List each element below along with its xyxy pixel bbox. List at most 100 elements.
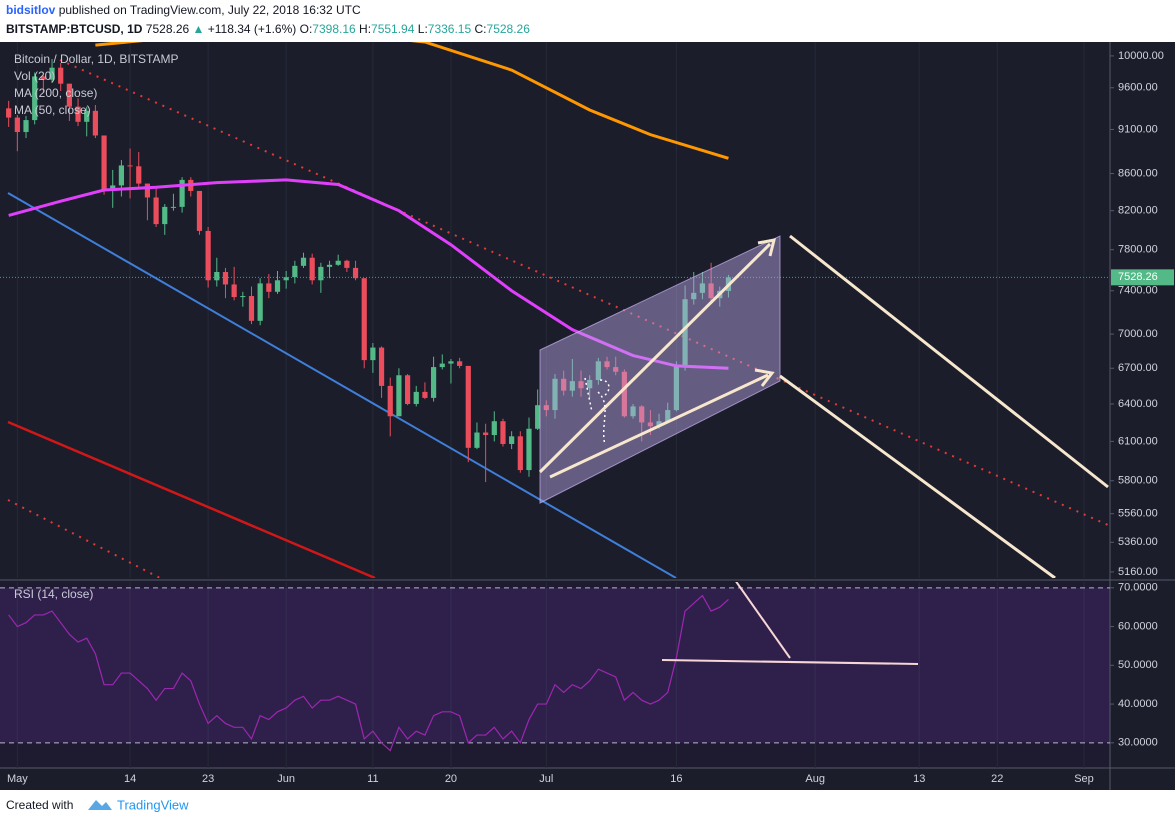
- candle-body: [6, 108, 12, 118]
- chart-title: Bitcoin / Dollar, 1D, BITSTAMP: [14, 52, 179, 66]
- candle-body: [266, 283, 272, 292]
- candle-body: [179, 179, 185, 207]
- candle-body: [474, 432, 480, 448]
- candle-body: [517, 436, 523, 471]
- projection-line: [789, 234, 1109, 489]
- candle-body: [465, 365, 471, 448]
- candle-body: [231, 284, 237, 298]
- candle-body: [552, 378, 558, 411]
- x-tick-label: 23: [202, 773, 214, 785]
- legend-ma200: MA (200, close): [14, 86, 97, 100]
- y-tick-label: 5800.00: [1118, 475, 1158, 487]
- y-tick-label: 6700.00: [1118, 362, 1158, 374]
- drawings-over: [538, 234, 1109, 578]
- candle-body: [222, 272, 229, 285]
- logo: [88, 800, 112, 810]
- y-tick-label: 9100.00: [1118, 123, 1158, 135]
- open-label: O:: [300, 22, 313, 36]
- y-tick-label: 5360.00: [1118, 536, 1158, 548]
- published: published on TradingView.com, July 22, 2…: [59, 3, 361, 17]
- rsi-title: RSI (14, close): [14, 587, 93, 601]
- footer-background: [0, 790, 1175, 824]
- candle-body: [75, 106, 81, 122]
- candle-body: [32, 76, 38, 121]
- x-tick-label: 20: [445, 773, 457, 785]
- candle-body: [483, 432, 489, 436]
- candle-body: [587, 379, 593, 389]
- grid: [16, 42, 1085, 768]
- projection-line: [779, 374, 1056, 578]
- arrow-head: [757, 238, 777, 257]
- x-tick-label: 11: [367, 773, 378, 785]
- x-tick-label: Sep: [1074, 773, 1094, 785]
- arrow: [538, 242, 772, 474]
- x-tick-label: Jul: [539, 773, 553, 785]
- candle-body: [422, 391, 428, 398]
- candle-body: [665, 410, 671, 422]
- candle-body: [84, 110, 90, 122]
- candle-body: [673, 365, 680, 411]
- candle-body: [613, 367, 619, 372]
- candle-body: [396, 375, 402, 417]
- last-price: 7528.26: [146, 22, 190, 36]
- y-tick-label: 9600.00: [1118, 82, 1158, 94]
- trend-line: [7, 420, 376, 578]
- last-price-label: 7528.26: [1118, 271, 1158, 283]
- candle-body: [561, 378, 567, 391]
- x-tick-label: May: [7, 773, 28, 785]
- rsi-tick-label: 70.0000: [1118, 582, 1158, 594]
- y-tick-label: 7000.00: [1118, 328, 1158, 340]
- candle-body: [309, 257, 315, 281]
- candle-body: [318, 266, 324, 281]
- author: bidsitlov: [6, 3, 56, 17]
- candle-body: [136, 166, 142, 184]
- y-tick-label: 6100.00: [1118, 435, 1158, 447]
- candle-body: [196, 190, 203, 231]
- legend-ma50: MA (50, close): [14, 103, 91, 117]
- candle-body: [23, 120, 29, 133]
- candle-body: [110, 185, 116, 190]
- low-value: 7336.15: [428, 22, 472, 36]
- candle-body: [639, 406, 645, 423]
- candle-body: [40, 76, 46, 80]
- candle-body: [14, 117, 20, 133]
- symbol-line: BITSTAMP:BTCUSD, 1D 7528.26 ▲ +118.34 (+…: [6, 22, 530, 36]
- candle-body: [257, 283, 263, 321]
- rsi-tick-label: 40.0000: [1118, 698, 1158, 710]
- candle-body: [66, 83, 72, 107]
- candle-body: [430, 367, 437, 398]
- change: +118.34 (+1.6%): [208, 22, 297, 36]
- candle-body: [500, 421, 506, 444]
- channel: [539, 235, 781, 504]
- candle-body: [344, 260, 350, 268]
- candle-body: [578, 381, 584, 389]
- candle-body: [92, 110, 98, 136]
- candle-body: [352, 267, 359, 279]
- y-tick-label: 5560.00: [1118, 508, 1158, 520]
- candle-body: [457, 361, 463, 366]
- candle-body: [569, 381, 575, 391]
- footer-brand[interactable]: TradingView: [117, 797, 189, 812]
- symbol: BITSTAMP:BTCUSD, 1D: [6, 22, 143, 36]
- y-tick-label: 5160.00: [1118, 566, 1158, 578]
- high-value: 7551.94: [371, 22, 415, 36]
- candle-body: [509, 436, 515, 444]
- candle-body: [708, 283, 714, 299]
- candle-body: [292, 265, 298, 278]
- low-label: L:: [418, 22, 428, 36]
- candle-body: [378, 347, 385, 386]
- candle-body: [58, 67, 64, 84]
- candle-body: [144, 183, 151, 198]
- candle-body: [535, 405, 541, 429]
- candle-body: [118, 165, 125, 186]
- candle-body: [387, 385, 393, 417]
- arrow-head: [754, 368, 775, 387]
- candle-body: [127, 165, 133, 167]
- candle-body: [595, 361, 601, 380]
- candle-body: [170, 206, 177, 208]
- sketch-path: [584, 377, 610, 446]
- candle-body: [101, 135, 107, 190]
- rsi-line: [8, 594, 729, 752]
- candle-body: [604, 361, 610, 368]
